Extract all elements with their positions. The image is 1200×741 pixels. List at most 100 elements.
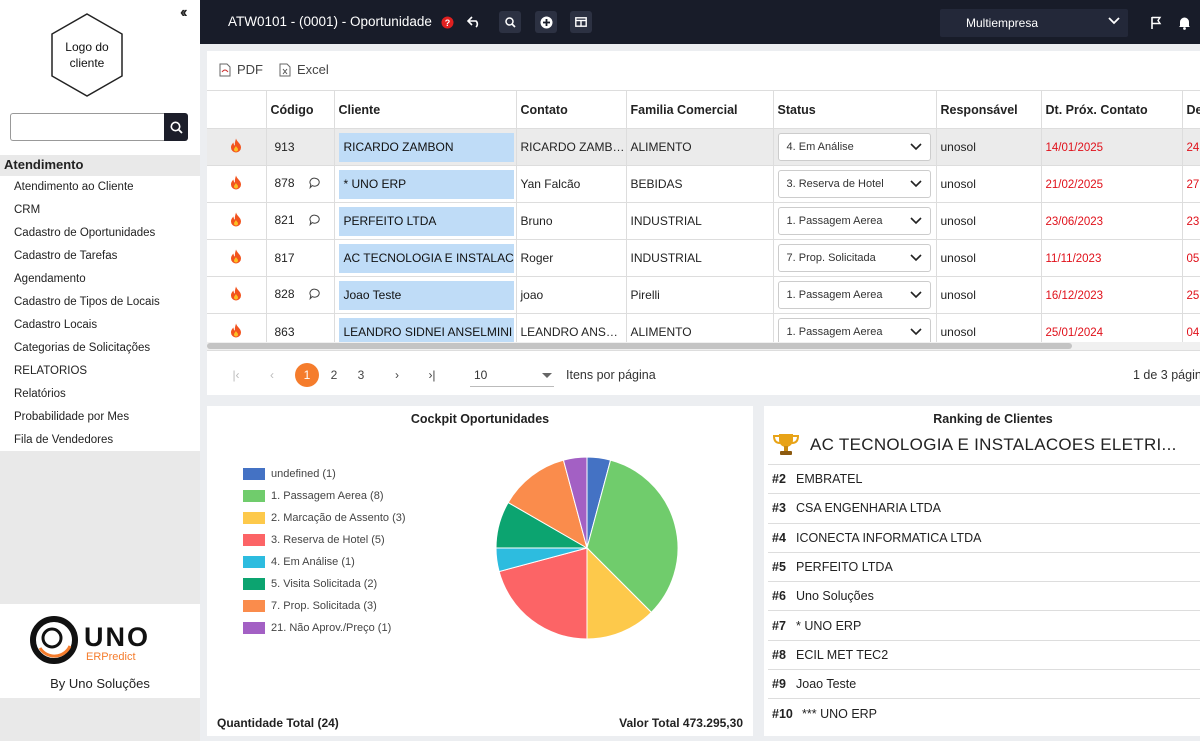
ranking-row[interactable]: #10 *** UNO ERP — [768, 698, 1200, 727]
ranking-row[interactable]: #8 ECIL MET TEC2 — [768, 639, 1200, 669]
page-button-2[interactable]: 2 — [330, 368, 338, 382]
ranking-row[interactable]: #3 CSA ENGENHARIA LTDA — [768, 493, 1200, 522]
export-excel-button[interactable]: Excel — [279, 62, 329, 77]
column-header-cliente[interactable]: Cliente — [334, 90, 517, 129]
legend-item[interactable]: 7. Prop. Solicitada (3) — [243, 595, 406, 617]
menu-item-probabilidade-mes[interactable]: Probabilidade por Mes — [14, 411, 130, 423]
pie-slice[interactable] — [498, 547, 588, 640]
pie-slice[interactable] — [586, 546, 653, 640]
legend-item[interactable]: 5. Visita Solicitada (2) — [243, 573, 406, 595]
next-page-icon[interactable]: › — [395, 368, 399, 382]
trophy-icon — [772, 434, 800, 455]
legend-item[interactable]: 3. Reserva de Hotel (5) — [243, 529, 406, 551]
ranking-row[interactable]: #7 * UNO ERP — [768, 610, 1200, 639]
status-select[interactable]: 1. Passagem Aerea — [777, 207, 931, 235]
cliente-cell[interactable]: PERFEITO LTDA — [334, 202, 517, 240]
ranking-row[interactable]: #5 PERFEITO LTDA — [768, 551, 1200, 581]
menu-item-agendamento[interactable]: Agendamento — [14, 273, 86, 285]
legend-item[interactable]: 4. Em Análise (1) — [243, 551, 406, 573]
flag-icon[interactable] — [1145, 12, 1167, 34]
table-row[interactable]: 828 Joao Teste joao Pirelli 1. Passagem Aere… — [207, 276, 1200, 314]
column-header-familia[interactable]: Familia Comercial — [626, 90, 774, 129]
status-select[interactable]: 3. Reserva de Hotel — [777, 170, 931, 198]
status-select[interactable]: 7. Prop. Solicitada — [777, 244, 931, 272]
cliente-value[interactable]: RICARDO ZAMBON — [338, 132, 514, 162]
pie-slice[interactable] — [507, 459, 588, 550]
legend-item[interactable]: undefined (1) — [243, 463, 406, 485]
pie-slice[interactable] — [562, 456, 588, 549]
contato-cell: joao — [516, 276, 627, 314]
bell-icon[interactable] — [1173, 12, 1195, 34]
cliente-value[interactable]: PERFEITO LTDA — [338, 206, 514, 236]
ranking-row[interactable]: #6 Uno Soluções — [768, 581, 1200, 610]
topbar: ATW0101 - (0001) - Oportunidade ? Multie… — [200, 0, 1200, 44]
menu-item-relatorios-group[interactable]: RELATORIOS — [14, 365, 88, 377]
cliente-value[interactable]: AC TECNOLOGIA E INSTALACOES ELETRICAS — [338, 243, 514, 273]
table-row[interactable]: 913 RICARDO ZAMBON RICARDO ZAMBON ALIMENTO 4… — [207, 128, 1200, 166]
scrollbar-thumb[interactable] — [207, 343, 1072, 349]
menu-item-relatorios[interactable]: Relatórios — [14, 388, 66, 400]
menu-item-cadastro-oportunidades[interactable]: Cadastro de Oportunidades — [14, 227, 156, 239]
chat-bubble-icon[interactable] — [308, 177, 321, 192]
horizontal-scrollbar[interactable] — [207, 342, 1200, 350]
cliente-value[interactable]: * UNO ERP — [338, 169, 514, 199]
ranking-row[interactable]: #9 Joao Teste — [768, 669, 1200, 698]
items-per-page-select[interactable]: 10 — [470, 363, 554, 387]
ranking-row[interactable]: #4 ICONECTA INFORMATICA LTDA — [768, 522, 1200, 552]
cliente-cell[interactable]: Joao Teste — [334, 276, 517, 314]
table-row[interactable]: 817 AC TECNOLOGIA E INSTALACOES ELETRICAS… — [207, 239, 1200, 277]
cliente-value[interactable]: LEANDRO SIDNEI ANSELMINI — [338, 317, 514, 347]
column-header-dt-prox-contato[interactable]: Dt. Próx. Contato — [1041, 90, 1183, 129]
sidebar-search-button[interactable] — [164, 113, 188, 141]
cliente-cell[interactable]: AC TECNOLOGIA E INSTALACOES ELETRICAS — [334, 239, 517, 277]
menu-item-cadastro-locais[interactable]: Cadastro Locais — [14, 319, 98, 331]
page-button-3[interactable]: 3 — [357, 368, 365, 382]
legend-item[interactable]: 2. Marcação de Assento (3) — [243, 507, 406, 529]
cliente-cell[interactable]: * UNO ERP — [334, 165, 517, 203]
prev-page-icon[interactable]: ‹ — [270, 368, 274, 382]
ranking-position: #4 — [772, 530, 786, 545]
cliente-value[interactable]: Joao Teste — [338, 280, 514, 310]
column-header-status[interactable]: Status — [773, 90, 937, 129]
menu-item-fila-vendedores[interactable]: Fila de Vendedores — [14, 434, 114, 446]
first-page-icon[interactable]: |‹ — [232, 368, 240, 382]
pie-slice[interactable] — [586, 459, 679, 614]
dt-prox-contato-cell: 11/11/2023 — [1041, 239, 1183, 277]
last-page-icon[interactable]: ›| — [428, 368, 436, 382]
column-header-contato[interactable]: Contato — [516, 90, 627, 129]
total-quantity: Quantidade Total (24) — [217, 716, 339, 730]
status-select[interactable]: 1. Passagem Aerea — [777, 318, 931, 346]
help-icon[interactable]: ? — [436, 11, 458, 33]
menu-item-cadastro-tarefas[interactable]: Cadastro de Tarefas — [14, 250, 118, 262]
export-pdf-button[interactable]: PDF — [219, 62, 263, 77]
table-row[interactable]: 821 PERFEITO LTDA Bruno INDUSTRIAL 1. Passag… — [207, 202, 1200, 240]
menu-item-atendimento-cliente[interactable]: Atendimento ao Cliente — [14, 181, 134, 193]
page-button-1[interactable]: 1 — [295, 363, 319, 387]
menu-item-crm[interactable]: CRM — [14, 204, 41, 216]
brand-footer: UNO ERPredict By Uno Soluções — [0, 604, 200, 698]
menu-item-tipos-locais[interactable]: Cadastro de Tipos de Locais — [14, 296, 160, 308]
company-select[interactable]: Multiempresa — [940, 9, 1128, 37]
search-icon[interactable] — [499, 11, 521, 33]
sidebar-search-input[interactable] — [10, 113, 164, 141]
ranking-position: #7 — [772, 618, 786, 633]
chat-bubble-icon[interactable] — [308, 288, 321, 303]
undo-icon[interactable] — [463, 11, 485, 33]
table-row[interactable]: 878 * UNO ERP Yan Falcão BEBIDAS 3. Reserva … — [207, 165, 1200, 203]
legend-item[interactable]: 1. Passagem Aerea (8) — [243, 485, 406, 507]
ranking-row[interactable]: #2 EMBRATEL — [768, 464, 1200, 493]
status-select[interactable]: 1. Passagem Aerea — [777, 281, 931, 309]
column-header-codigo[interactable]: Código — [266, 90, 335, 129]
column-header-responsavel[interactable]: Responsável — [936, 90, 1042, 129]
column-header-de[interactable]: De — [1182, 90, 1200, 129]
ranking-position: #5 — [772, 560, 786, 575]
status-select[interactable]: 4. Em Análise — [777, 133, 931, 161]
legend-item[interactable]: 21. Não Aprov./Preço (1) — [243, 617, 406, 639]
chat-bubble-icon[interactable] — [308, 214, 321, 229]
cliente-cell[interactable]: RICARDO ZAMBON — [334, 128, 517, 166]
menu-item-categorias-solicitacoes[interactable]: Categorias de Solicitações — [14, 342, 151, 354]
add-icon[interactable] — [535, 11, 557, 33]
de-value: 04 — [1186, 327, 1200, 339]
collapse-sidebar-icon[interactable]: ‹‹ — [180, 4, 187, 21]
panel-layout-icon[interactable] — [570, 11, 592, 33]
